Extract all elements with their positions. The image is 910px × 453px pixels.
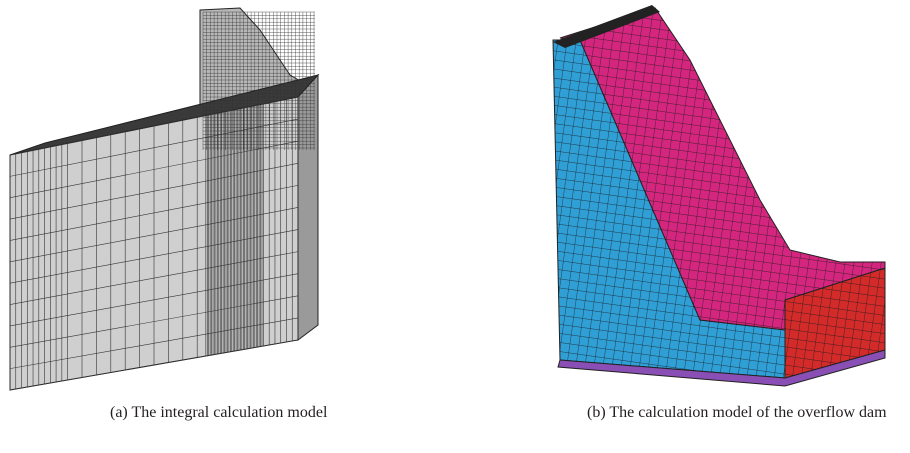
caption: (a) The integral calculation model — [110, 401, 410, 425]
figure: (a) The integral calculation model (b) T… — [0, 0, 910, 453]
overflow-dam-image — [553, 5, 885, 386]
caption: (b) The calculation model of the overflo… — [587, 401, 887, 425]
figure-images — [0, 0, 910, 400]
integral-model-image — [10, 8, 318, 390]
